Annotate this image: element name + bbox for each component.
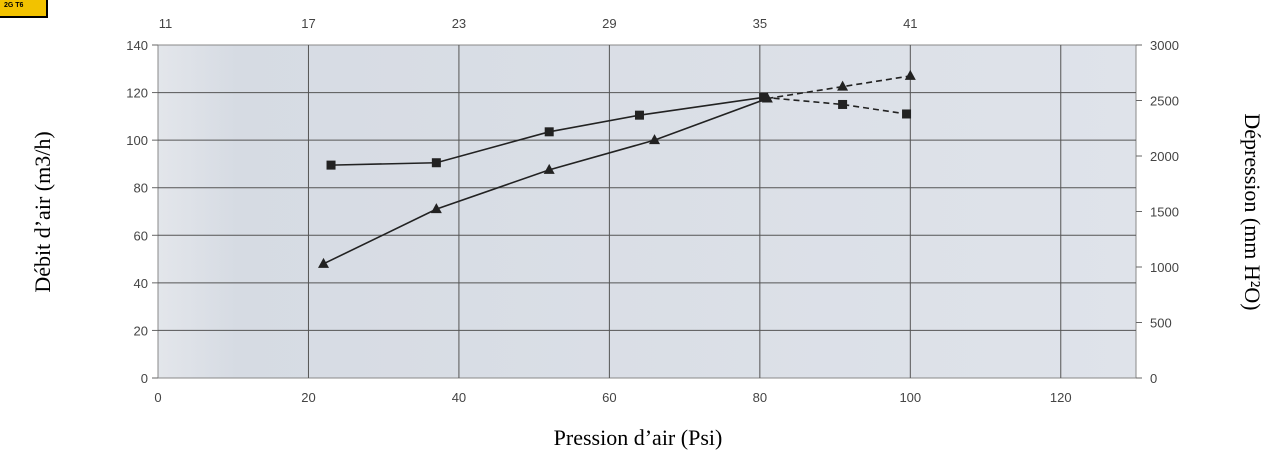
y-left-tick-label: 140 — [126, 38, 148, 53]
series-line-dashed — [767, 75, 911, 100]
y-axis-right-title: Dépression (mm H²O) — [1240, 113, 1265, 310]
y-right-tick-label: 0 — [1150, 371, 1157, 386]
y-right-tick-label: 3000 — [1150, 38, 1179, 53]
square-marker — [544, 127, 554, 137]
top-tick-label: 11 — [159, 16, 173, 31]
top-tick-label: 41 — [903, 16, 917, 31]
y-right-tick-label: 2000 — [1150, 149, 1179, 164]
x-tick-label: 60 — [602, 390, 616, 405]
series-group — [318, 69, 916, 268]
x-tick-label: 80 — [753, 390, 767, 405]
x-tick-label: 40 — [452, 390, 466, 405]
axis-ticks: 0 20 40 60 80 100 120 0 20 40 60 80 100 120 140 0 500 100… — [126, 16, 1179, 405]
square-marker — [431, 158, 441, 168]
x-tick-label: 0 — [154, 390, 161, 405]
grid-lines — [158, 45, 1136, 378]
y-left-tick-label: 120 — [126, 86, 148, 101]
triangle-marker — [904, 69, 916, 80]
square-marker — [838, 99, 848, 109]
y-left-tick-label: 60 — [134, 228, 148, 243]
y-left-tick-label: 20 — [134, 323, 148, 338]
x-tick-label: 100 — [899, 390, 921, 405]
top-tick-label: 17 — [301, 16, 315, 31]
triangle-marker — [761, 92, 773, 103]
y-left-tick-label: 0 — [141, 371, 148, 386]
plot-area — [157, 44, 1137, 379]
y-right-tick-label: 1000 — [1150, 260, 1179, 275]
y-right-tick-label: 500 — [1150, 316, 1172, 331]
top-tick-label: 29 — [602, 16, 616, 31]
y-left-tick-label: 80 — [134, 181, 148, 196]
square-marker — [326, 160, 336, 170]
y-left-tick-label: 40 — [134, 276, 148, 291]
y-axis-left-title: Débit d’air (m3/h) — [30, 131, 55, 292]
x-axis-title: Pression d’air (Psi) — [554, 425, 723, 450]
top-tick-label: 23 — [452, 16, 466, 31]
y-right-tick-label: 1500 — [1150, 205, 1179, 220]
triangle-marker — [318, 257, 330, 268]
x-tick-label: 20 — [301, 390, 315, 405]
square-marker — [634, 110, 644, 120]
triangle-marker — [543, 163, 555, 174]
square-marker — [902, 109, 912, 119]
triangle-marker — [649, 134, 661, 145]
y-left-tick-label: 100 — [126, 133, 148, 148]
triangle-marker — [430, 203, 442, 214]
logo-text: 2G T6 — [4, 2, 24, 9]
triangle-marker — [837, 80, 849, 91]
brand-logo: 2G T6 — [0, 0, 48, 18]
top-tick-label: 35 — [753, 16, 767, 31]
square-marker — [759, 92, 769, 102]
series-line-dashed — [763, 96, 907, 115]
x-tick-label: 120 — [1050, 390, 1072, 405]
y-right-tick-label: 2500 — [1150, 94, 1179, 109]
